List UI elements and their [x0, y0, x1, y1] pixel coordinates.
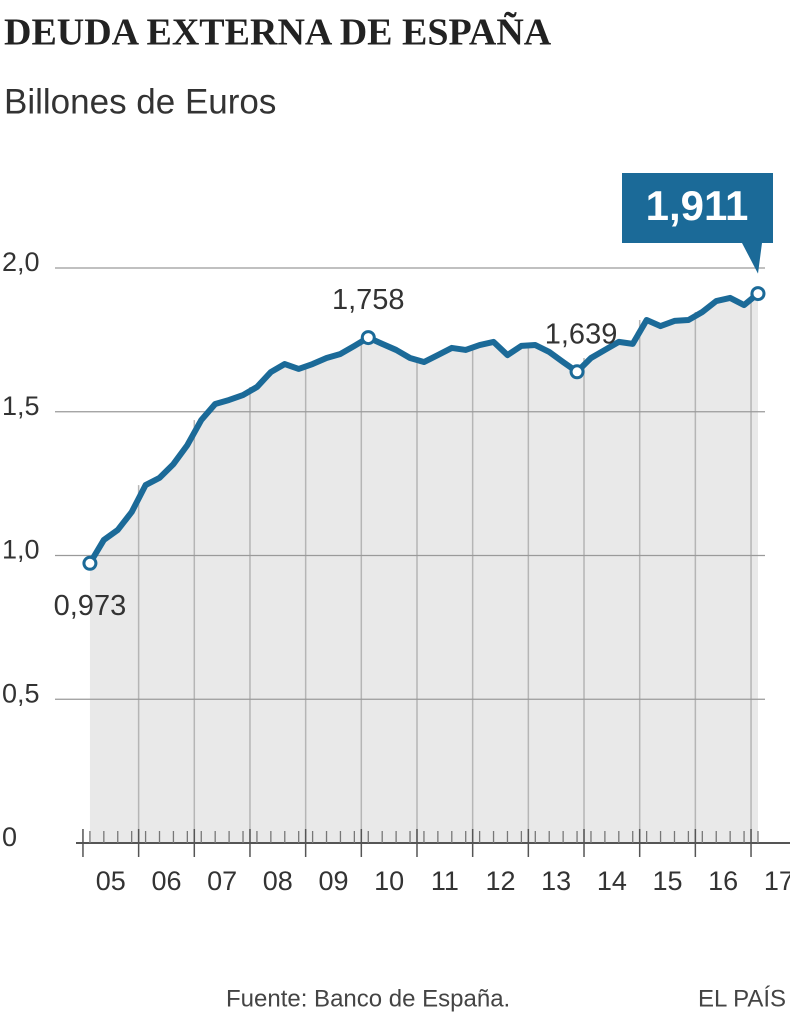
x-tick-label: 15 [652, 866, 682, 896]
x-tick-label: 11 [431, 866, 459, 896]
value-label: 1,911 [646, 182, 749, 229]
y-tick-label: 2,0 [2, 247, 40, 277]
x-tick-label: 07 [207, 866, 237, 896]
x-tick-label: 06 [151, 866, 181, 896]
x-tick-label: 10 [374, 866, 404, 896]
value-label: 1,758 [332, 284, 405, 316]
brand: EL PAÍS [698, 985, 786, 1012]
x-tick-label: 16 [708, 866, 738, 896]
area [89, 293, 758, 843]
y-tick-label: 1,0 [2, 535, 40, 565]
x-tick-label: 08 [263, 866, 293, 896]
point-marker [360, 330, 376, 346]
point-marker [82, 555, 98, 571]
x-tick-label: 13 [541, 866, 571, 896]
value-label: 0,973 [54, 590, 127, 622]
source: Fuente: Banco de España. [226, 985, 510, 1012]
line [87, 291, 760, 565]
point-marker [569, 364, 585, 380]
y-tick-label: 1,5 [2, 391, 40, 421]
x-tick-label: 05 [96, 866, 126, 896]
value-label: 1,639 [545, 318, 618, 350]
y-tick-label: 0 [2, 822, 17, 852]
callout-box [622, 173, 773, 274]
x-tick-label: 12 [485, 866, 515, 896]
x-tick-label: 09 [318, 866, 348, 896]
point-marker [750, 286, 766, 302]
x-tick-label: 14 [597, 866, 627, 896]
y-tick-label: 0,5 [2, 678, 40, 708]
x-tick-label: 17 [764, 866, 790, 896]
chart-title: DEUDA EXTERNA DE ESPAÑA [4, 12, 552, 54]
chart-subtitle: Billones de Euros [4, 82, 276, 121]
